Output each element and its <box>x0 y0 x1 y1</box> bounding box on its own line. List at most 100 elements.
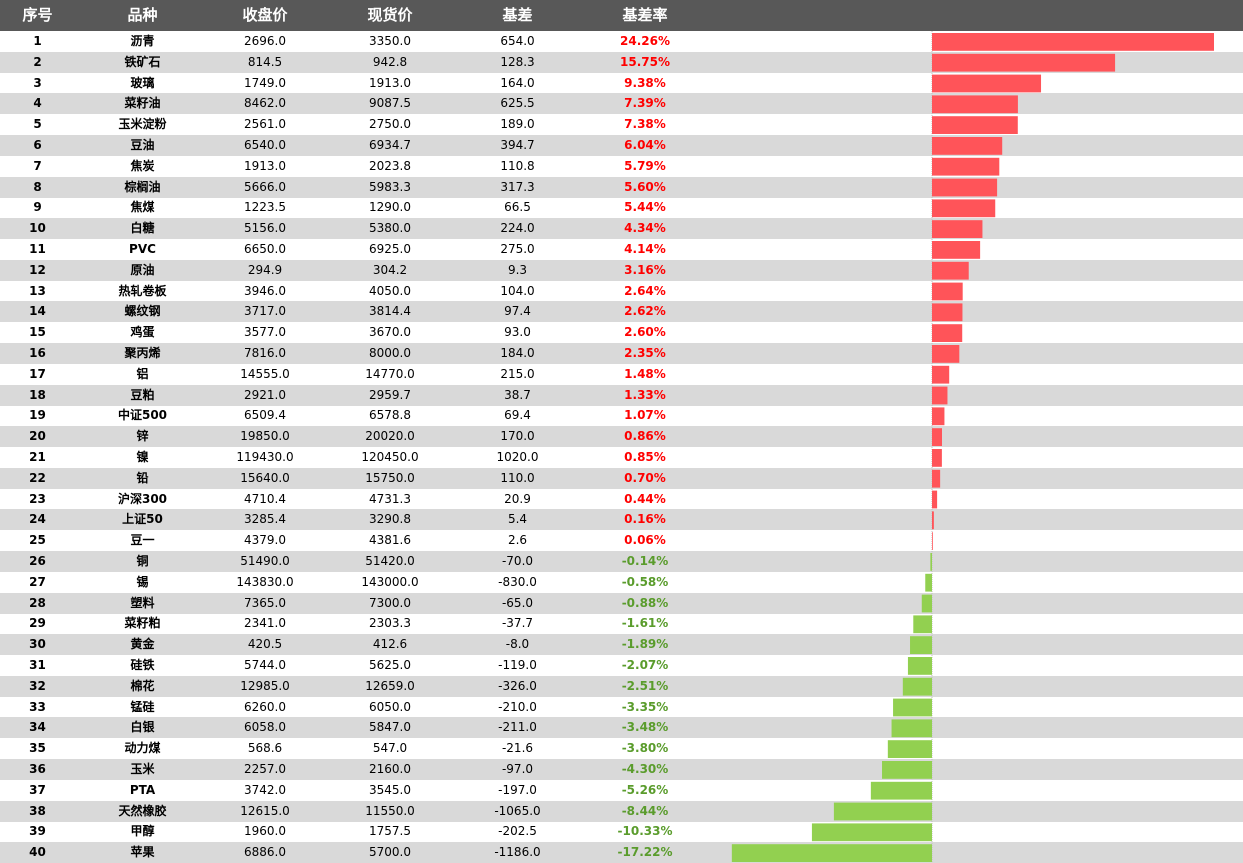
row-close: 1223.5 <box>244 200 286 215</box>
row-rate: 15.75% <box>620 54 670 69</box>
row-spot: 3545.0 <box>369 782 411 797</box>
row-basis: 189.0 <box>500 117 535 132</box>
header-basis: 基差 <box>502 6 533 24</box>
row-idx: 27 <box>29 574 46 589</box>
header-close: 收盘价 <box>242 6 288 24</box>
row-close: 7365.0 <box>244 595 286 610</box>
row-spot: 412.6 <box>372 637 408 652</box>
row-basis: 654.0 <box>500 34 535 48</box>
row-name: 上证50 <box>122 512 163 527</box>
table-row: 37 PTA 3742.0 3545.0 -197.0 -5.26% <box>0 780 1243 801</box>
table-row: 39 甲醇 1960.0 1757.5 -202.5 -10.33% <box>0 821 1243 842</box>
table-row: 18 豆粕 2921.0 2959.7 38.7 1.33% <box>0 384 1243 406</box>
row-rate: -5.26% <box>621 782 669 797</box>
table-row: 1 沥青 2696.0 3350.0 654.0 24.26% <box>0 31 1243 52</box>
row-idx: 29 <box>29 616 46 631</box>
row-idx: 21 <box>29 450 46 464</box>
row-name: 玉米淀粉 <box>118 117 167 132</box>
row-close: 2921.0 <box>244 387 286 402</box>
row-rate: -1.89% <box>621 637 669 652</box>
table-row: 38 天然橡胶 12615.0 11550.0 -1065.0 -8.44% <box>0 800 1243 822</box>
row-idx: 39 <box>29 824 46 839</box>
table-row: 5 玉米淀粉 2561.0 2750.0 189.0 7.38% <box>0 114 1243 135</box>
row-name: 菜籽粕 <box>124 616 161 631</box>
row-rate: 6.04% <box>624 138 666 152</box>
table-row: 24 上证50 3285.4 3290.8 5.4 0.16% <box>0 509 1243 531</box>
row-close: 3285.4 <box>244 512 286 527</box>
row-rate: 5.79% <box>624 158 666 173</box>
row-spot: 6578.8 <box>369 408 411 423</box>
header-name: 品种 <box>127 6 158 24</box>
row-spot: 9087.5 <box>369 96 411 111</box>
row-close: 14555.0 <box>240 366 290 381</box>
row-spot: 1913.0 <box>369 75 411 90</box>
row-close: 6058.0 <box>244 720 286 735</box>
row-name: 苹果 <box>130 845 155 860</box>
table-row: 40 苹果 6886.0 5700.0 -1186.0 -17.22% <box>0 842 1243 863</box>
row-basis: 2.6 <box>507 533 528 548</box>
header-idx: 序号 <box>22 6 53 24</box>
row-rate: -3.48% <box>621 720 669 735</box>
row-rate: -2.07% <box>621 658 669 672</box>
row-idx: 20 <box>29 429 46 444</box>
row-name: 菜籽油 <box>124 96 161 111</box>
row-close: 3946.0 <box>244 283 286 298</box>
row-idx: 34 <box>29 720 46 735</box>
row-name: 豆油 <box>130 138 155 152</box>
row-close: 8462.0 <box>244 96 286 111</box>
row-basis: 66.5 <box>504 200 531 215</box>
row-rate: 5.44% <box>624 200 666 215</box>
row-idx: 15 <box>29 325 46 340</box>
row-close: 2341.0 <box>244 616 286 631</box>
row-basis: 164.0 <box>500 75 535 90</box>
table-row: 27 锡 143830.0 143000.0 -830.0 -0.58% <box>0 572 1243 593</box>
table-row: 17 铝 14555.0 14770.0 215.0 1.48% <box>0 364 1243 385</box>
row-name: 玉米 <box>130 762 155 776</box>
row-basis: 104.0 <box>500 283 535 298</box>
row-rate: 3.16% <box>624 262 666 277</box>
row-rate: -2.51% <box>621 678 669 693</box>
row-idx: 31 <box>29 658 46 672</box>
row-name: 锌 <box>136 429 149 444</box>
row-spot: 3350.0 <box>369 34 411 48</box>
row-idx: 23 <box>29 491 46 506</box>
row-name: 动力煤 <box>124 741 161 756</box>
row-spot: 5983.3 <box>369 179 411 194</box>
row-basis: 184.0 <box>500 346 535 360</box>
row-spot: 8000.0 <box>369 346 411 360</box>
row-idx: 22 <box>29 470 46 485</box>
row-close: 3717.0 <box>244 304 286 319</box>
table-row: 25 豆一 4379.0 4381.6 2.6 0.06% <box>0 530 1243 551</box>
table-row: 21 镍 119430.0 120450.0 1020.0 0.85% <box>0 447 1243 468</box>
table-row: 13 热轧卷板 3946.0 4050.0 104.0 2.64% <box>0 281 1243 302</box>
row-name: 焦炭 <box>130 158 155 173</box>
row-rate: 0.86% <box>624 429 666 444</box>
row-idx: 32 <box>29 678 46 693</box>
row-close: 12985.0 <box>240 678 290 693</box>
row-rate: 4.14% <box>624 242 666 256</box>
row-close: 2696.0 <box>244 34 286 48</box>
row-basis: -202.5 <box>498 824 537 839</box>
row-basis: 625.5 <box>500 96 535 111</box>
row-rate: 1.07% <box>624 408 666 423</box>
row-spot: 2023.8 <box>369 158 411 173</box>
table-row: 16 聚丙烯 7816.0 8000.0 184.0 2.35% <box>0 343 1243 364</box>
row-close: 2257.0 <box>244 762 286 776</box>
row-close: 6650.0 <box>244 242 286 256</box>
row-spot: 942.8 <box>372 54 408 69</box>
row-close: 119430.0 <box>236 450 294 464</box>
row-basis: 38.7 <box>504 387 531 402</box>
row-basis: 224.0 <box>500 221 535 236</box>
row-basis: 215.0 <box>500 366 535 381</box>
row-idx: 10 <box>29 221 46 236</box>
row-basis: 93.0 <box>504 325 531 340</box>
row-name: 锰硅 <box>130 699 155 714</box>
row-basis: 20.9 <box>504 491 531 506</box>
row-name: 铁矿石 <box>124 54 161 69</box>
row-idx: 1 <box>33 34 42 48</box>
table-row: 28 塑料 7365.0 7300.0 -65.0 -0.88% <box>0 592 1243 614</box>
table-row: 15 鸡蛋 3577.0 3670.0 93.0 2.60% <box>0 322 1243 343</box>
table-row: 6 豆油 6540.0 6934.7 394.7 6.04% <box>0 135 1243 156</box>
row-rate: 2.35% <box>624 346 666 360</box>
row-close: 420.5 <box>247 637 283 652</box>
